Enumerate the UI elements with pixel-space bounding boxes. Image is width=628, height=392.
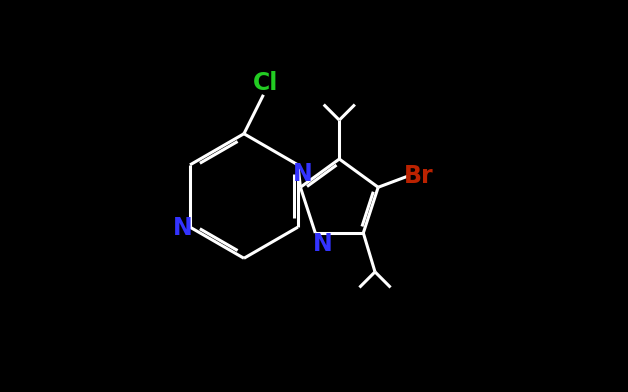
Text: N: N: [313, 232, 333, 256]
Text: Br: Br: [404, 163, 434, 188]
Text: Cl: Cl: [252, 71, 278, 95]
Text: N: N: [293, 162, 312, 186]
Text: N: N: [173, 216, 193, 240]
